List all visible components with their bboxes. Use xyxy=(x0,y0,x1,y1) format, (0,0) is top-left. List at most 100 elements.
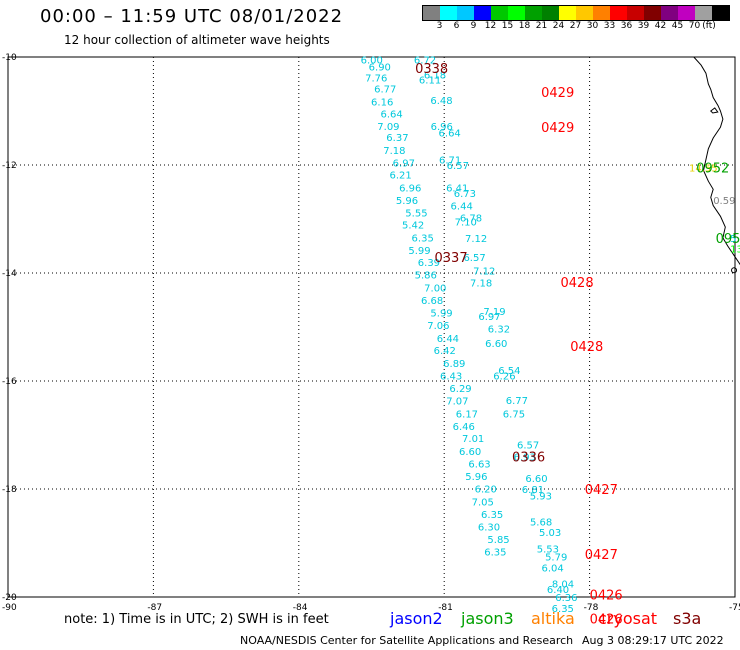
scale-swatch xyxy=(542,6,559,20)
swh-value: 6.30 xyxy=(478,522,500,533)
lat-tick-label: -20 xyxy=(2,593,17,603)
swh-value: 6.68 xyxy=(421,296,443,307)
scale-swatch xyxy=(559,6,576,20)
swh-value: 6.60 xyxy=(525,474,547,485)
swh-value: 6.39 xyxy=(418,258,440,269)
credit-text: NOAA/NESDIS Center for Satellite Applica… xyxy=(240,634,574,647)
pass-time-label: 0338 xyxy=(415,62,448,77)
scale-label: 30 xyxy=(586,21,599,31)
pass-time-label: 0336 xyxy=(512,451,545,466)
swh-value: 5.99 xyxy=(408,246,430,257)
scale-swatch xyxy=(678,6,695,20)
scale-swatch xyxy=(440,6,457,20)
page-title: 00:00 – 11:59 UTC 08/01/2022 xyxy=(40,6,344,27)
swh-value: 5.99 xyxy=(430,308,452,319)
scale-label: 36 xyxy=(620,21,633,31)
swh-value: 7.07 xyxy=(446,396,468,407)
swh-value: 6.35 xyxy=(484,548,506,559)
swh-value: 6.35 xyxy=(552,604,574,615)
scale-label: 45 xyxy=(671,21,684,31)
scale-swatch xyxy=(661,6,678,20)
swh-value: 6.90 xyxy=(369,63,391,74)
swh-value: 0.59 xyxy=(713,196,735,207)
scale-label: (ft) xyxy=(702,21,716,31)
scale-swatch xyxy=(457,6,474,20)
swh-value: 6.71 xyxy=(439,156,461,167)
swh-value: 6.32 xyxy=(488,325,510,336)
swh-value: 7.06 xyxy=(427,321,449,332)
island-outline xyxy=(731,267,738,274)
scale-label: 33 xyxy=(603,21,616,31)
swh-value: 6.44 xyxy=(437,334,459,345)
pass-time-label: 0427 xyxy=(585,483,618,498)
swh-value: 6.97 xyxy=(393,158,415,169)
page-subtitle: 12 hour collection of altimeter wave hei… xyxy=(64,33,330,47)
scale-swatch xyxy=(576,6,593,20)
swh-value: 6.64 xyxy=(380,110,402,121)
swh-value: 6.57 xyxy=(463,253,485,264)
swh-value: 14.55 xyxy=(689,164,718,175)
lon-tick-label: -78 xyxy=(584,603,599,613)
swh-value: 7.19 xyxy=(483,307,505,318)
swh-value: 7.12 xyxy=(473,266,495,277)
sat-jason3: jason3 xyxy=(461,609,514,628)
sat-cryosat: cryosat xyxy=(598,609,658,628)
swh-value: 5.77 xyxy=(730,234,740,245)
pass-time-label: 0427 xyxy=(585,548,618,563)
swh-value: 6.77 xyxy=(374,84,396,95)
swh-value: 6.20 xyxy=(475,484,497,495)
swh-value: 7.18 xyxy=(383,146,405,157)
swh-value: 6.44 xyxy=(451,202,473,213)
swh-value: 6.35 xyxy=(412,233,434,244)
island-outline xyxy=(710,107,719,114)
swh-value: 7.12 xyxy=(465,234,487,245)
scale-label: 27 xyxy=(569,21,582,31)
sat-jason2: jason2 xyxy=(390,609,443,628)
swh-value: 6.81 xyxy=(522,485,544,496)
swh-value: 5.96 xyxy=(465,472,487,483)
scale-swatch xyxy=(508,6,525,20)
scale-swatch xyxy=(712,6,729,20)
swh-value: 6.29 xyxy=(449,384,471,395)
swh-value: 6.96 xyxy=(399,184,421,195)
lon-tick-label: -87 xyxy=(147,603,162,613)
swh-value: 6.64 xyxy=(439,129,461,140)
swh-value: 5.79 xyxy=(545,553,567,564)
swh-value: 7.01 xyxy=(462,434,484,445)
swh-value: 6.60 xyxy=(459,447,481,458)
swh-value: 6.00 xyxy=(361,56,383,67)
pass-time-label: 0952 xyxy=(696,162,729,177)
swh-value: 6.77 xyxy=(506,396,528,407)
swh-value: 6.04 xyxy=(541,563,563,574)
lat-tick-label: -10 xyxy=(2,53,17,63)
swh-value: 6.46 xyxy=(453,422,475,433)
scale-swatch xyxy=(627,6,644,20)
scale-label: 21 xyxy=(535,21,548,31)
swh-value: 6.57 xyxy=(447,161,469,172)
swh-value: 6.11 xyxy=(419,76,441,87)
swh-value: 6.57 xyxy=(517,441,539,452)
lon-tick-label: -81 xyxy=(438,603,453,613)
scale-label: 24 xyxy=(552,21,565,31)
swh-value: 6.43 xyxy=(440,372,462,383)
map-frame xyxy=(7,56,736,598)
swh-value: 7.00 xyxy=(424,284,446,295)
pass-time-label: 0426 xyxy=(590,588,623,603)
swh-value: 7.18 xyxy=(470,279,492,290)
scale-label: 42 xyxy=(654,21,667,31)
scale-label: 6 xyxy=(453,21,460,31)
scale-swatch xyxy=(474,6,491,20)
pass-time-label: 0428 xyxy=(570,340,603,355)
swh-value: 5.55 xyxy=(405,209,427,220)
swh-value: 6.35 xyxy=(481,510,503,521)
swh-value: 6.16 xyxy=(371,97,393,108)
swh-value: 6.48 xyxy=(430,96,452,107)
pass-time-label: 0337 xyxy=(435,251,468,266)
pass-time-label: 0426 xyxy=(590,613,623,628)
swh-value: 6.40 xyxy=(547,585,569,596)
swh-value: 6.42 xyxy=(434,346,456,357)
swh-value: 13.11 xyxy=(730,245,740,256)
swh-value: 6.93 xyxy=(514,453,536,464)
scale-label: 9 xyxy=(470,21,477,31)
